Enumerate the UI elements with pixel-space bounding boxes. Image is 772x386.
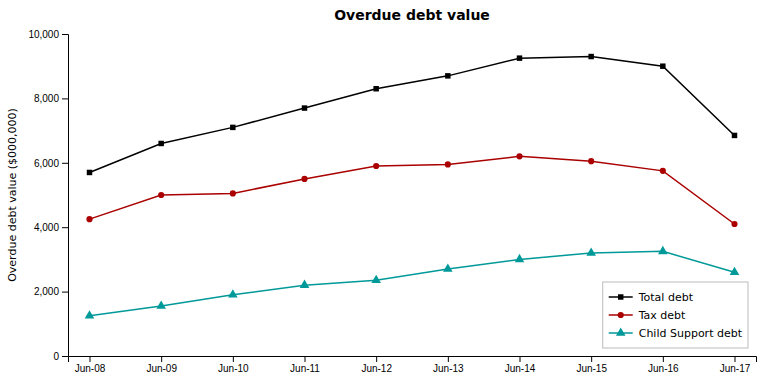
tick-label: Jun-14 bbox=[505, 363, 536, 374]
tick-label: 2,000 bbox=[34, 286, 59, 297]
legend-box bbox=[603, 282, 748, 348]
legend-marker bbox=[618, 294, 623, 299]
marker bbox=[158, 141, 163, 146]
tick-mark bbox=[161, 356, 162, 362]
marker bbox=[300, 280, 310, 288]
tick-mark bbox=[305, 356, 306, 362]
tick-label: Jun-09 bbox=[146, 363, 177, 374]
tick: 2,000 bbox=[34, 286, 68, 297]
legend-marker bbox=[616, 327, 626, 335]
marker bbox=[515, 254, 525, 262]
tick-mark bbox=[62, 163, 68, 164]
marker bbox=[588, 54, 593, 59]
plot-area bbox=[85, 54, 740, 319]
tick-mark bbox=[663, 356, 664, 362]
marker bbox=[517, 55, 522, 60]
tick: Jun-10 bbox=[218, 356, 249, 374]
tick-mark bbox=[62, 227, 68, 228]
tick-mark bbox=[735, 356, 736, 362]
legend-marker bbox=[618, 312, 624, 318]
marker bbox=[230, 125, 235, 130]
tick-label: 0 bbox=[53, 351, 59, 362]
marker bbox=[158, 192, 164, 198]
tick: Jun-13 bbox=[433, 356, 464, 374]
tick-mark bbox=[591, 356, 592, 362]
chart: 02,0004,0006,0008,00010,000Jun-08Jun-09J… bbox=[0, 0, 772, 386]
tick: 10,000 bbox=[28, 29, 68, 40]
marker bbox=[87, 170, 92, 175]
tick-mark bbox=[233, 356, 234, 362]
tick-mark bbox=[62, 356, 68, 357]
tick-mark bbox=[90, 356, 91, 362]
marker bbox=[373, 86, 378, 91]
line bbox=[90, 156, 735, 224]
tick-mark bbox=[62, 34, 68, 35]
legend-label: Child Support debt bbox=[639, 327, 743, 340]
marker bbox=[228, 289, 238, 297]
tick-mark bbox=[520, 356, 521, 362]
tick-label: 10,000 bbox=[28, 29, 59, 40]
marker bbox=[445, 73, 450, 78]
axis-line bbox=[69, 357, 757, 363]
marker bbox=[586, 247, 596, 255]
marker bbox=[85, 310, 95, 318]
y-axis: 0 2,000 4,000 6,000 8,000 10,000 bbox=[28, 29, 68, 362]
axis-title: Overdue debt value ($000,000) bbox=[6, 108, 19, 282]
tick: 6,000 bbox=[34, 158, 68, 169]
tick-mark bbox=[448, 356, 449, 362]
tick-label: 4,000 bbox=[34, 222, 59, 233]
marker bbox=[660, 63, 665, 68]
tick-label: Jun-17 bbox=[720, 363, 751, 374]
tick: 8,000 bbox=[34, 93, 68, 104]
marker bbox=[730, 267, 740, 275]
tick-label: 8,000 bbox=[34, 93, 59, 104]
marker bbox=[445, 161, 451, 167]
tick-mark bbox=[62, 292, 68, 293]
tick-label: Jun-15 bbox=[576, 363, 607, 374]
tick: Jun-15 bbox=[576, 356, 607, 374]
legend-label: Tax debt bbox=[638, 309, 686, 322]
marker bbox=[731, 221, 737, 227]
marker bbox=[156, 301, 166, 309]
marker bbox=[371, 275, 381, 283]
tick: Jun-08 bbox=[75, 356, 106, 374]
tick-label: Jun-13 bbox=[433, 363, 464, 374]
marker bbox=[588, 158, 594, 164]
marker bbox=[660, 168, 666, 174]
tick: 0 bbox=[53, 351, 68, 362]
marker bbox=[301, 176, 307, 182]
tick-label: Jun-10 bbox=[218, 363, 249, 374]
tick-label: 6,000 bbox=[34, 158, 59, 169]
tick-label: Jun-12 bbox=[361, 363, 392, 374]
marker bbox=[658, 246, 668, 254]
tick-mark bbox=[62, 98, 68, 99]
x-axis: Jun-08 Jun-09 Jun-10 Jun-11 Jun-12 Jun-13 Jun-… bbox=[69, 356, 757, 374]
marker bbox=[516, 153, 522, 159]
tick: Jun-14 bbox=[505, 356, 536, 374]
tick: Jun-09 bbox=[146, 356, 177, 374]
marker bbox=[373, 163, 379, 169]
tick: Jun-16 bbox=[648, 356, 679, 374]
tick: Jun-17 bbox=[720, 356, 751, 374]
tick-mark bbox=[376, 356, 377, 362]
marker bbox=[86, 216, 92, 222]
marker bbox=[443, 264, 453, 272]
axis-line bbox=[62, 35, 69, 357]
title: Overdue debt value bbox=[334, 7, 490, 23]
line bbox=[90, 57, 735, 173]
tick: Jun-12 bbox=[361, 356, 392, 374]
tick-label: Jun-16 bbox=[648, 363, 679, 374]
legend-label: Total debt bbox=[638, 291, 694, 304]
tick: Jun-11 bbox=[290, 356, 320, 374]
legend: Total debt Tax debt Child Support debt bbox=[603, 282, 748, 348]
tick-label: Jun-08 bbox=[75, 363, 106, 374]
marker bbox=[230, 190, 236, 196]
tick-label: Jun-11 bbox=[290, 363, 320, 374]
tick: 4,000 bbox=[34, 222, 68, 233]
marker bbox=[732, 133, 737, 138]
marker bbox=[302, 105, 307, 110]
